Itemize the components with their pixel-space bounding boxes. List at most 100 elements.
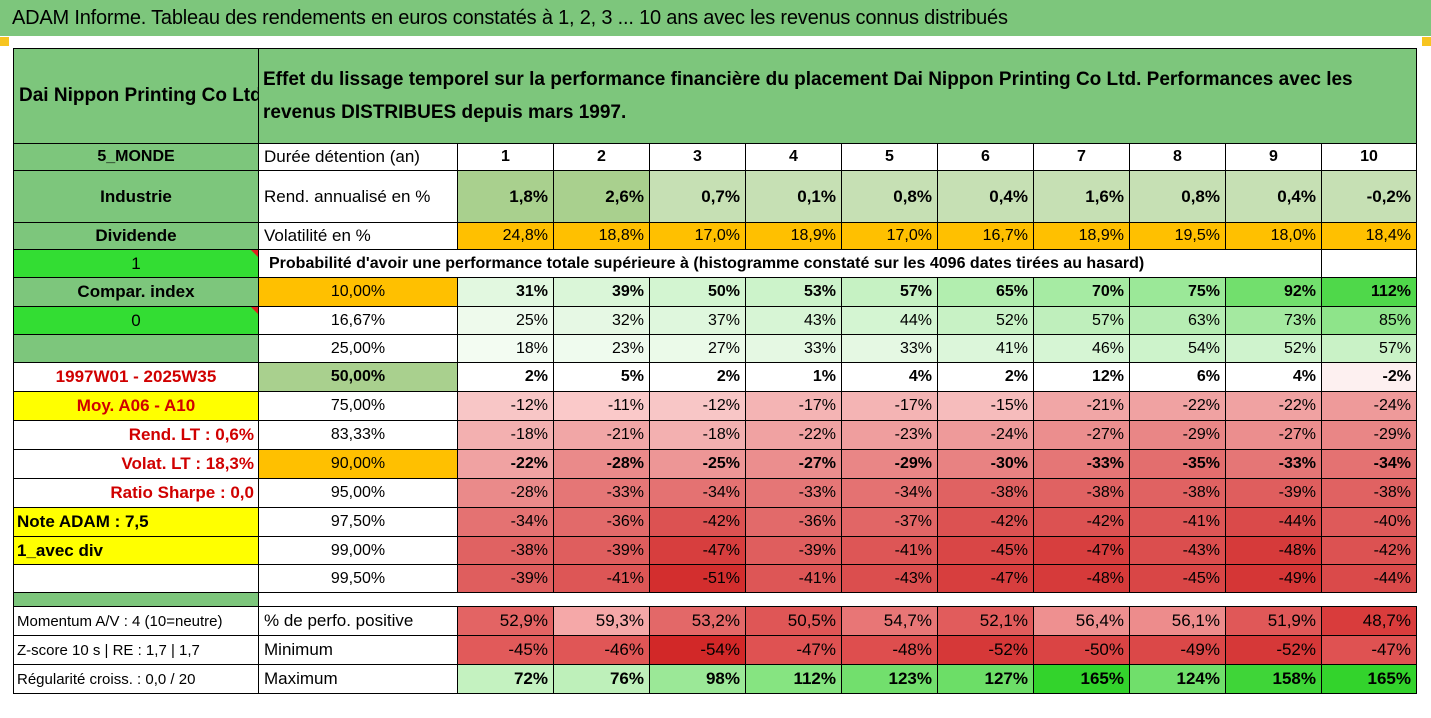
prob-value: -30%	[937, 449, 1034, 479]
prob-value: -22%	[1225, 391, 1322, 421]
prob-value: -25%	[649, 449, 746, 479]
prob-value: -24%	[1321, 391, 1417, 421]
prob-value: 63%	[1129, 306, 1226, 335]
vol-row: Dividende Volatilité en % 24,8% 18,8% 17…	[13, 222, 1417, 250]
threshold-cell: 25,00%	[258, 334, 458, 363]
prob-row: 0 16,67% 25% 32% 37% 43% 44% 52% 57% 63% 73% 85%	[13, 306, 1417, 335]
prob-value: -41%	[553, 564, 650, 593]
threshold-cell: 16,67%	[258, 306, 458, 335]
stat-value: 53,2%	[649, 606, 746, 636]
zscore-label: Z-score 10 s | RE : 1,7 | 1,7	[13, 635, 259, 665]
rend-value: 1,6%	[1033, 170, 1130, 223]
stat-value: 48,7%	[1321, 606, 1417, 636]
prob-value: 112%	[1321, 277, 1417, 307]
stat-value: 50,5%	[745, 606, 842, 636]
note-label: Note ADAM : 7,5	[13, 507, 259, 537]
prob-value: 53%	[745, 277, 842, 307]
company-name: Dai Nippon Printing Co Ltd	[13, 48, 259, 144]
prob-value: -27%	[1033, 420, 1130, 450]
empty-green-cell	[13, 334, 259, 363]
prob-row: Compar. index 10,00% 31% 39% 50% 53% 57% 65% 70%…	[13, 277, 1417, 307]
stat-value: 54,7%	[841, 606, 938, 636]
rend-value: -0,2%	[1321, 170, 1417, 223]
prob-value: -17%	[841, 391, 938, 421]
flag-zero-cell[interactable]: 0	[13, 306, 259, 335]
vol-value: 17,0%	[649, 222, 746, 250]
prob-value: -44%	[1225, 507, 1322, 537]
years-row: 5_MONDE Durée détention (an) 1 2 3 4 5 6…	[13, 143, 1417, 171]
stats-row: Régularité croiss. : 0,0 / 20 Maximum 72% 7…	[13, 664, 1417, 694]
stat-label: % de perfo. positive	[258, 606, 458, 636]
prob-value: -18%	[457, 420, 554, 450]
prob-value: -47%	[1033, 536, 1130, 565]
prob-value: -12%	[649, 391, 746, 421]
prob-value: -42%	[937, 507, 1034, 537]
prob-value: -48%	[1225, 536, 1322, 565]
vol-value: 16,7%	[937, 222, 1034, 250]
prob-value: -29%	[1129, 420, 1226, 450]
prob-row: Rend. LT : 0,6% 83,33% -18% -21% -18% -22% -23…	[13, 420, 1417, 450]
prob-value: -38%	[457, 536, 554, 565]
prob-value: -21%	[553, 420, 650, 450]
stat-value: 56,1%	[1129, 606, 1226, 636]
prob-value: -42%	[1033, 507, 1130, 537]
prob-value: 33%	[841, 334, 938, 363]
stat-label: Maximum	[258, 664, 458, 694]
flag-one-cell[interactable]: 1	[13, 249, 259, 278]
prob-value: -34%	[841, 478, 938, 508]
rend-value: 1,8%	[457, 170, 554, 223]
prob-value: 54%	[1129, 334, 1226, 363]
compar-label: Compar. index	[13, 277, 259, 307]
prob-value: 18%	[457, 334, 554, 363]
stat-label: Minimum	[258, 635, 458, 665]
prob-value: -38%	[1321, 478, 1417, 508]
rend-row: Industrie Rend. annualisé en % 1,8% 2,6%…	[13, 170, 1417, 223]
threshold-cell: 50,00%	[258, 362, 458, 392]
prob-row: 1997W01 - 2025W35 50,00% 2% 5% 2% 1% 4% 2% 12% 6%…	[13, 362, 1417, 392]
prob-value: -47%	[937, 564, 1034, 593]
vol-value: 18,0%	[1225, 222, 1322, 250]
prob-value: 2%	[457, 362, 554, 392]
separator-blank	[259, 593, 1417, 607]
vol-value: 18,9%	[745, 222, 842, 250]
threshold-cell: 90,00%	[258, 449, 458, 479]
prob-value: 6%	[1129, 362, 1226, 392]
vol-value: 19,5%	[1129, 222, 1226, 250]
prob-value: -45%	[1129, 564, 1226, 593]
rend-value: 0,1%	[745, 170, 842, 223]
rend-value: 0,7%	[649, 170, 746, 223]
prob-value: -27%	[1225, 420, 1322, 450]
rend-value: 0,4%	[1225, 170, 1322, 223]
threshold-cell: 97,50%	[258, 507, 458, 537]
prob-value: 31%	[457, 277, 554, 307]
stat-value: 158%	[1225, 664, 1322, 694]
prob-title: Probabilité d'avoir une performance tota…	[258, 249, 1226, 278]
prob-value: 52%	[1225, 334, 1322, 363]
prob-value: -15%	[937, 391, 1034, 421]
prob-value: 65%	[937, 277, 1034, 307]
prob-value: -23%	[841, 420, 938, 450]
empty-cell	[1225, 249, 1322, 278]
prob-value: -45%	[937, 536, 1034, 565]
prob-row: Moy. A06 - A10 75,00% -12% -11% -12% -17% -17%…	[13, 391, 1417, 421]
separator-row	[13, 592, 1417, 607]
stat-value: 51,9%	[1225, 606, 1322, 636]
prob-value: -22%	[1129, 391, 1226, 421]
prob-value: -27%	[745, 449, 842, 479]
description: Effet du lissage temporel sur la perform…	[258, 48, 1417, 144]
year-cell: 1	[457, 143, 554, 171]
stat-value: 76%	[553, 664, 650, 694]
prob-value: 52%	[937, 306, 1034, 335]
rend-label: Rend. annualisé en %	[258, 170, 458, 223]
prob-value: 5%	[553, 362, 650, 392]
prob-value: -38%	[1129, 478, 1226, 508]
prob-value: 32%	[553, 306, 650, 335]
prob-value: -39%	[553, 536, 650, 565]
corner-mark	[1422, 37, 1431, 46]
empty-cell	[1321, 249, 1417, 278]
prob-value: 2%	[649, 362, 746, 392]
prob-value: 85%	[1321, 306, 1417, 335]
stat-value: -52%	[1225, 635, 1322, 665]
prob-value: -44%	[1321, 564, 1417, 593]
rend-lt-label: Rend. LT : 0,6%	[13, 420, 259, 450]
